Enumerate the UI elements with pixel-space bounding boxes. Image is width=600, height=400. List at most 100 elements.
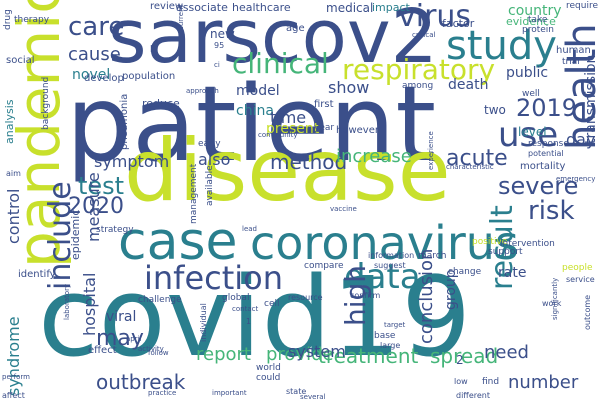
word-target: target — [384, 321, 406, 329]
word-novel: novel — [72, 67, 111, 83]
word-work: work — [542, 299, 562, 308]
word-age: age — [286, 23, 305, 34]
word-china: china — [236, 103, 274, 119]
word-provide: provide — [266, 344, 334, 365]
word-significantly: significantly — [551, 277, 559, 320]
word-emergency: emergency — [556, 175, 596, 183]
word-increase: increase — [336, 146, 412, 167]
word-response: response — [528, 139, 569, 149]
word-world: world — [256, 363, 281, 373]
word-information: information — [368, 251, 415, 260]
word-lead: lead — [242, 225, 257, 233]
word-patient: patient — [66, 63, 437, 185]
word-acute: acute — [446, 146, 508, 171]
word-strategy: strategy — [96, 225, 134, 235]
word-risk: risk — [528, 196, 575, 226]
word-intervention: intervention — [500, 239, 555, 249]
word-clinical: clinical — [232, 47, 329, 80]
word-develop: develop — [84, 73, 124, 84]
word-different: different — [456, 391, 490, 400]
word-activity: activity — [138, 345, 164, 353]
word-effect: effect — [88, 345, 117, 356]
word-background: background — [41, 76, 51, 130]
word-well: well — [522, 89, 540, 99]
word-number: number — [508, 372, 579, 393]
word-show: show — [328, 78, 370, 97]
word-medical: medical — [326, 1, 374, 15]
word-may: may — [96, 326, 144, 351]
word-treatment: treatment — [318, 344, 419, 368]
word-two: two — [484, 103, 506, 117]
word-available: available — [205, 165, 215, 206]
word-important: important — [212, 389, 247, 397]
word-approach: approach — [186, 87, 219, 95]
word-trial: trial — [562, 57, 580, 67]
word-conclusion: conclusion — [416, 248, 437, 344]
word-drug: drug — [3, 9, 13, 30]
word-healthcare: healthcare — [232, 1, 291, 14]
word-critical: critical — [412, 31, 436, 39]
word-coronavirus: coronavirus — [250, 216, 519, 270]
word-management: management — [189, 163, 199, 224]
word-report: report — [196, 344, 251, 365]
word-day: day — [566, 130, 596, 149]
word-care: care — [68, 12, 125, 42]
word-2: 2 — [456, 353, 464, 367]
word-human: human — [556, 45, 591, 56]
word-global: global — [222, 293, 250, 303]
word-confirm: confirm — [350, 291, 381, 300]
word-support: support — [488, 247, 523, 257]
word-april: april — [126, 335, 142, 343]
word-positive: positive — [472, 237, 508, 247]
word-resource: resource — [288, 293, 323, 302]
word-epidemic: epidemic — [69, 209, 82, 260]
word-symptom: symptom — [94, 152, 170, 171]
word-covid19: covid19 — [38, 253, 472, 381]
word-2019: 2019 — [516, 94, 578, 122]
word-vaccine: vaccine — [330, 205, 357, 213]
word-impact: impact — [372, 1, 410, 14]
word-study: study — [446, 23, 557, 69]
word-practice: practice — [148, 389, 177, 397]
word-level: level — [518, 125, 547, 139]
word-current: current — [177, 4, 185, 30]
word-pneumonia: pneumonia — [119, 93, 130, 150]
word-population: population — [122, 71, 176, 82]
word-protein: protein — [522, 25, 554, 35]
word-compare: compare — [304, 261, 344, 271]
word-model: model — [236, 83, 280, 99]
word-early: early — [198, 139, 221, 149]
word-death: death — [448, 77, 489, 93]
word-need: need — [484, 342, 529, 363]
word-potential: potential — [528, 149, 564, 158]
word-mortality: mortality — [520, 161, 566, 172]
word-community: community — [258, 131, 298, 139]
word-social: social — [6, 55, 35, 66]
word-low: low — [454, 377, 468, 386]
word-characteristic: characteristic — [446, 163, 494, 171]
word-challenge: challenge — [138, 295, 182, 305]
word-case: case — [118, 212, 238, 272]
word-2020: 2020 — [68, 194, 124, 219]
word-hospital: hospital — [80, 272, 99, 336]
word-rate: rate — [498, 265, 527, 281]
word-95: 95 — [214, 41, 225, 50]
word-control: control — [4, 188, 23, 244]
word-several: several — [300, 393, 326, 400]
word-present: present — [266, 121, 320, 137]
word-outbreak: outbreak — [96, 370, 186, 394]
word-sarscov2: sarscov2 — [108, 0, 438, 80]
word-test: test — [78, 172, 125, 200]
word-analysis: analysis — [3, 99, 16, 144]
word-also: also — [198, 150, 231, 169]
word-country: country — [508, 3, 562, 19]
word-cause: cause — [68, 44, 121, 65]
word-large: large — [380, 341, 401, 350]
word-evidence: evidence — [506, 15, 556, 28]
word-however: however — [336, 125, 379, 136]
word-identify: identify — [18, 269, 56, 280]
word-data: data — [344, 257, 421, 297]
word-new: new — [210, 27, 235, 41]
word-respiratory: respiratory — [342, 53, 496, 86]
word-among: among — [402, 81, 434, 91]
